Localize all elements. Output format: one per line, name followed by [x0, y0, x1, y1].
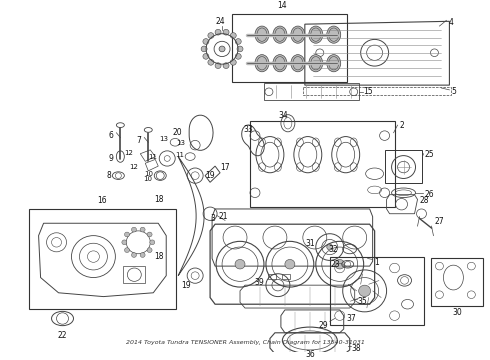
- Ellipse shape: [309, 26, 323, 43]
- Text: 12: 12: [124, 150, 133, 156]
- Circle shape: [215, 63, 221, 68]
- Text: 36: 36: [305, 350, 315, 359]
- Circle shape: [230, 33, 236, 39]
- Text: 34: 34: [278, 111, 288, 120]
- Text: 29: 29: [318, 321, 328, 330]
- Text: 32: 32: [328, 245, 338, 254]
- Circle shape: [203, 54, 209, 59]
- Circle shape: [327, 244, 333, 250]
- Bar: [268, 274, 276, 279]
- Text: 10: 10: [143, 176, 152, 182]
- Text: 2: 2: [399, 121, 404, 130]
- Text: 11: 11: [175, 152, 184, 158]
- Text: 22: 22: [58, 331, 67, 340]
- Text: 15: 15: [364, 87, 373, 96]
- Text: 26: 26: [424, 190, 434, 199]
- Circle shape: [335, 260, 345, 269]
- Text: 18: 18: [154, 252, 163, 261]
- Circle shape: [131, 227, 137, 232]
- Text: 23: 23: [330, 260, 340, 269]
- Circle shape: [235, 260, 245, 269]
- Text: 16: 16: [98, 196, 107, 205]
- Bar: [250, 121, 394, 207]
- Ellipse shape: [327, 55, 341, 72]
- Text: 3: 3: [210, 214, 215, 223]
- Text: 30: 30: [453, 308, 462, 317]
- Text: 6: 6: [108, 131, 113, 140]
- Ellipse shape: [309, 55, 323, 72]
- Circle shape: [285, 260, 295, 269]
- Text: 9: 9: [108, 154, 113, 163]
- Text: 33: 33: [243, 125, 253, 134]
- Circle shape: [140, 253, 145, 257]
- Circle shape: [235, 54, 241, 59]
- Circle shape: [219, 46, 225, 52]
- Circle shape: [131, 253, 137, 257]
- Circle shape: [150, 240, 155, 245]
- Circle shape: [124, 248, 129, 252]
- Text: 2014 Toyota Tundra TENSIONER Assembly, Chain Diagram for 13540-31031: 2014 Toyota Tundra TENSIONER Assembly, C…: [125, 340, 365, 345]
- Text: 27: 27: [435, 217, 444, 226]
- Text: 5: 5: [451, 87, 456, 96]
- Circle shape: [122, 240, 127, 245]
- Text: 28: 28: [419, 195, 429, 204]
- Circle shape: [201, 46, 207, 52]
- Text: 21: 21: [218, 212, 227, 221]
- Text: 19: 19: [205, 171, 215, 180]
- Circle shape: [359, 285, 370, 297]
- Text: 4: 4: [448, 18, 453, 27]
- Text: 17: 17: [220, 163, 230, 172]
- Text: 13: 13: [159, 136, 168, 141]
- Circle shape: [237, 46, 243, 52]
- Circle shape: [230, 59, 236, 65]
- Circle shape: [140, 227, 145, 232]
- Circle shape: [203, 39, 209, 44]
- Bar: [385, 150, 422, 183]
- Circle shape: [147, 248, 152, 252]
- Text: 19: 19: [181, 282, 191, 291]
- Text: 1: 1: [375, 258, 379, 267]
- Circle shape: [147, 232, 152, 237]
- Text: 10: 10: [144, 171, 153, 177]
- Bar: [28, 209, 176, 309]
- Bar: [432, 258, 483, 306]
- Bar: [330, 257, 424, 325]
- Circle shape: [208, 33, 214, 39]
- Text: 12: 12: [129, 164, 138, 170]
- Text: 8: 8: [107, 171, 111, 180]
- Text: 25: 25: [424, 150, 434, 159]
- Ellipse shape: [273, 26, 287, 43]
- Ellipse shape: [291, 55, 305, 72]
- Circle shape: [208, 59, 214, 65]
- Ellipse shape: [291, 26, 305, 43]
- Text: 13: 13: [176, 140, 185, 147]
- Bar: [123, 266, 145, 283]
- Text: 38: 38: [352, 344, 361, 353]
- Text: 18: 18: [154, 195, 163, 204]
- Ellipse shape: [273, 55, 287, 72]
- Text: 37: 37: [347, 314, 356, 323]
- Ellipse shape: [255, 26, 269, 43]
- Text: 31: 31: [305, 239, 315, 248]
- Text: 35: 35: [358, 297, 368, 306]
- Text: 24: 24: [215, 17, 225, 26]
- Circle shape: [223, 30, 229, 35]
- Circle shape: [215, 30, 221, 35]
- Bar: [282, 274, 290, 279]
- Text: 7: 7: [136, 136, 141, 145]
- Ellipse shape: [327, 26, 341, 43]
- Circle shape: [124, 232, 129, 237]
- Ellipse shape: [255, 55, 269, 72]
- Bar: [232, 14, 347, 82]
- Circle shape: [223, 63, 229, 68]
- Text: 20: 20: [172, 128, 182, 137]
- Text: 14: 14: [277, 1, 287, 10]
- Text: 11: 11: [148, 154, 157, 160]
- Text: 39: 39: [254, 279, 264, 288]
- Circle shape: [235, 39, 241, 44]
